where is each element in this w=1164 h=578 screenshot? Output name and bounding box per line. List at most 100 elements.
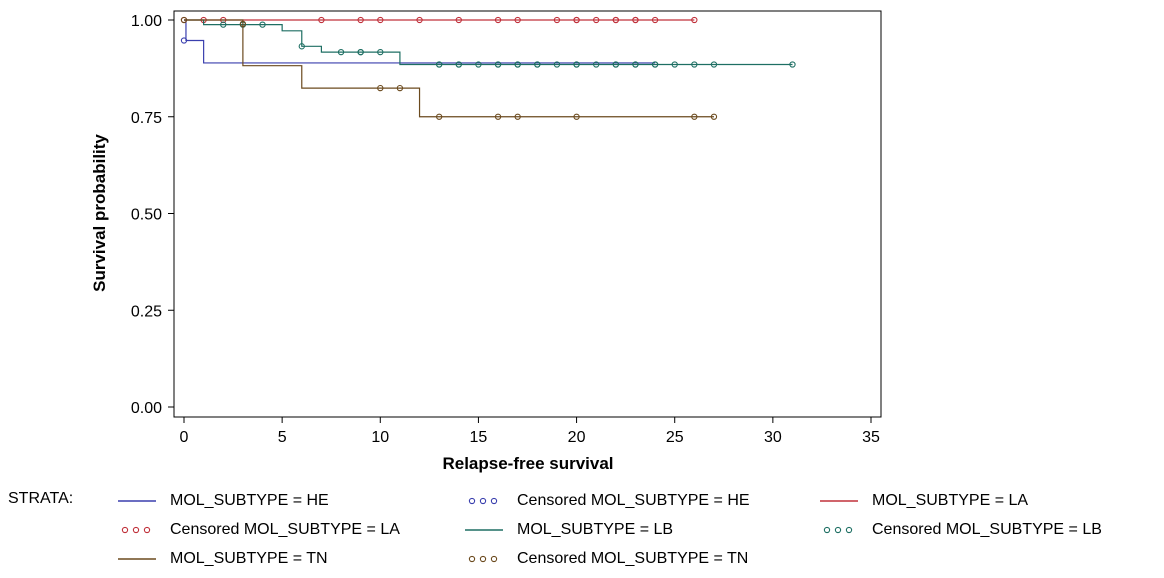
x-tick-label: 0	[180, 429, 189, 446]
censor-mark-lb	[494, 61, 502, 68]
censor-mark-la	[553, 16, 561, 24]
censor-mark-lb	[671, 61, 678, 68]
censor-mark-lb	[612, 61, 619, 68]
censor-mark-lb	[573, 61, 580, 68]
x-tick-label: 35	[862, 429, 880, 446]
censor-mark-tn	[377, 84, 384, 92]
legend: STRATA: MOL_SUBTYPE = HE Censored MOL_SUB…	[0, 482, 1164, 578]
legend-item-4: MOL_SUBTYPE = LB	[465, 519, 673, 541]
censor-mark-la	[455, 16, 462, 24]
censor-mark-la	[691, 16, 698, 24]
censor-mark-la	[632, 16, 639, 24]
censor-mark-tn	[436, 113, 443, 120]
censor-mark-lb	[691, 61, 698, 68]
legend-circle-icon	[834, 526, 842, 534]
legend-label: Censored MOL_SUBTYPE = LA	[170, 521, 400, 538]
x-axis-title: Relapse-free survival	[442, 454, 613, 473]
survival-chart: 0 5 10 15 20 25 30 35 0.00 0.25 0.50 0.75 1.00 Relap…	[90, 10, 882, 473]
censor-mark-lb	[710, 61, 718, 68]
x-tick-label: 30	[764, 429, 782, 446]
censor-mark-lb	[357, 48, 364, 56]
legend-label: Censored MOL_SUBTYPE = LB	[872, 521, 1102, 538]
legend-item-6: MOL_SUBTYPE = TN	[118, 548, 328, 570]
x-tick-label: 20	[568, 429, 586, 446]
censor-mark-tn	[396, 84, 404, 92]
legend-circle-icon	[121, 526, 129, 534]
censor-mark-lb	[220, 21, 227, 28]
legend-circle-icon	[468, 555, 476, 563]
censor-mark-tn	[494, 113, 502, 120]
legend-circle-icon	[479, 497, 487, 505]
censor-mark-la	[357, 16, 364, 24]
censor-mark-lb	[337, 48, 345, 56]
legend-circle-icon	[479, 555, 487, 563]
censor-mark-tn	[691, 113, 698, 120]
censor-mark-lb	[377, 48, 384, 56]
censor-mark-lb	[455, 61, 462, 68]
censor-mark-la	[494, 16, 502, 24]
censor-mark-la	[651, 16, 659, 24]
legend-circle-icon	[132, 526, 140, 534]
censor-mark-tn	[710, 113, 718, 120]
plot-area	[173, 10, 882, 418]
censor-mark-la	[573, 16, 580, 24]
legend-item-3: Censored MOL_SUBTYPE = LA	[118, 519, 400, 541]
x-tick-label: 10	[371, 429, 389, 446]
censor-mark-la	[416, 16, 423, 24]
legend-marker-swatch	[823, 526, 853, 534]
legend-marker-swatch	[468, 555, 498, 563]
censor-mark-lb	[514, 61, 521, 68]
legend-circle-icon	[823, 526, 831, 534]
censor-mark-tn	[239, 20, 247, 28]
plot-frame	[173, 10, 882, 418]
legend-item-0: MOL_SUBTYPE = HE	[118, 490, 329, 512]
legend-item-2: MOL_SUBTYPE = LA	[820, 490, 1028, 512]
legend-line-swatch	[465, 529, 503, 531]
x-tick-label: 5	[278, 429, 287, 446]
y-tick-label: 0.50	[131, 207, 162, 224]
legend-line-swatch	[118, 500, 156, 502]
censor-mark-tn	[573, 113, 580, 120]
censor-mark-lb	[553, 61, 561, 68]
series-line-tn	[184, 19, 714, 118]
y-axis-title: Survival probability	[90, 134, 109, 292]
censor-mark-la	[318, 16, 325, 24]
legend-marker-swatch	[121, 526, 151, 534]
legend-line-swatch	[118, 558, 156, 560]
series-line-lb	[184, 19, 793, 66]
censor-mark-lb	[593, 61, 600, 68]
censor-mark-lb	[436, 61, 443, 68]
x-tick-label: 25	[666, 429, 684, 446]
censor-mark-lb	[534, 61, 541, 68]
censor-mark-lb	[632, 61, 639, 68]
censor-mark-he	[180, 37, 188, 44]
censor-mark-la	[514, 16, 521, 24]
legend-marker-swatch	[468, 497, 498, 505]
legend-circle-icon	[845, 526, 853, 534]
censor-mark-lb	[475, 61, 482, 68]
legend-title: STRATA:	[8, 490, 74, 507]
censor-mark-tn	[180, 16, 188, 24]
censor-mark-lb	[259, 21, 266, 28]
censor-mark-la	[593, 16, 600, 24]
legend-label: MOL_SUBTYPE = LB	[517, 521, 674, 538]
legend-label: Censored MOL_SUBTYPE = TN	[517, 550, 749, 567]
censor-mark-la	[377, 16, 384, 24]
legend-label: MOL_SUBTYPE = HE	[170, 492, 329, 509]
y-tick-label: 0.25	[131, 303, 162, 320]
censor-mark-lb	[789, 61, 796, 68]
x-tick-label: 15	[470, 429, 488, 446]
censor-mark-lb	[298, 43, 305, 50]
axes-layer: 0 5 10 15 20 25 30 35 0.00 0.25 0.50 0.75 1.00	[131, 13, 880, 446]
legend-label: Censored MOL_SUBTYPE = HE	[517, 492, 750, 509]
legend-circle-icon	[490, 497, 498, 505]
legend-circle-icon	[143, 526, 151, 534]
censor-mark-lb	[651, 61, 659, 68]
y-tick-label: 0.75	[131, 110, 162, 127]
y-tick-label: 1.00	[131, 13, 162, 30]
legend-label: MOL_SUBTYPE = TN	[170, 550, 328, 567]
legend-line-swatch	[820, 500, 858, 502]
legend-circle-icon	[490, 555, 498, 563]
censor-mark-la	[612, 16, 619, 24]
legend-item-5: Censored MOL_SUBTYPE = LB	[820, 519, 1102, 541]
